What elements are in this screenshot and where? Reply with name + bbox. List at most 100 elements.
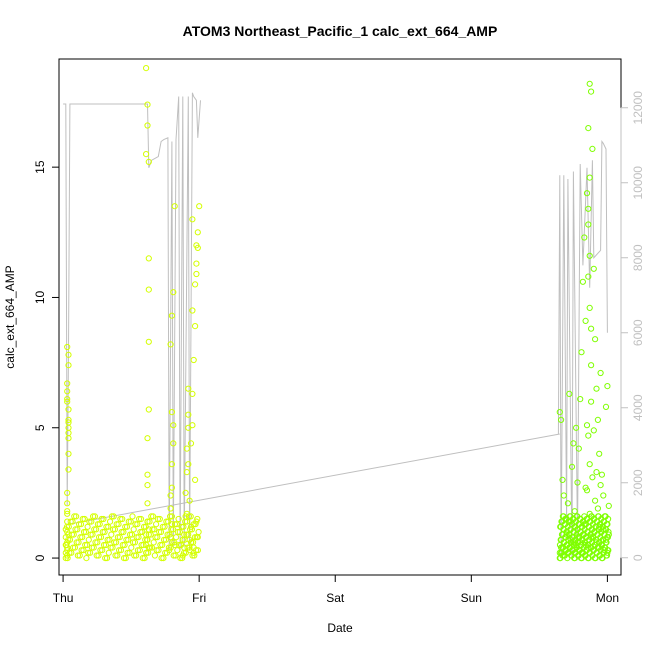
- data-point: [585, 432, 592, 439]
- data-point: [64, 508, 71, 515]
- data-point: [76, 521, 83, 528]
- data-point: [95, 552, 102, 559]
- data-point: [162, 536, 169, 543]
- data-point: [64, 510, 71, 517]
- data-point: [585, 273, 592, 280]
- data-point: [167, 341, 174, 348]
- data-point: [560, 492, 567, 499]
- data-point: [580, 549, 587, 556]
- data-point: [178, 523, 185, 530]
- data-point: [145, 531, 152, 538]
- data-point: [163, 549, 171, 556]
- data-point: [106, 536, 113, 543]
- data-point: [145, 255, 152, 262]
- data-point: [168, 526, 175, 533]
- data-point: [66, 536, 74, 543]
- y2-tick-label: 0: [631, 554, 645, 561]
- data-point: [600, 492, 607, 499]
- data-point: [122, 523, 129, 530]
- data-point: [147, 531, 154, 538]
- plot-frame: [58, 58, 622, 576]
- data-point: [170, 289, 177, 296]
- data-point: [85, 536, 92, 543]
- data-point: [84, 523, 91, 530]
- data-point: [571, 508, 578, 515]
- data-point: [135, 534, 142, 541]
- data-point: [71, 544, 79, 551]
- data-point: [103, 523, 110, 530]
- data-point: [68, 531, 76, 538]
- y2-tick-label: 10000: [631, 166, 645, 200]
- data-point: [180, 549, 188, 556]
- data-point: [159, 523, 166, 530]
- secondary-line-3: [557, 140, 608, 558]
- data-point: [193, 260, 200, 267]
- data-point: [90, 544, 97, 551]
- data-point: [118, 528, 125, 536]
- data-point: [69, 518, 76, 525]
- data-point: [177, 541, 185, 549]
- data-point: [157, 541, 164, 549]
- data-point: [62, 555, 69, 562]
- data-point: [100, 515, 107, 523]
- data-point: [145, 406, 152, 413]
- data-point: [101, 528, 108, 536]
- data-point: [111, 539, 118, 546]
- data-point: [64, 380, 71, 387]
- data-point: [65, 362, 72, 369]
- data-point: [578, 349, 585, 356]
- data-point: [65, 419, 72, 426]
- data-point: [144, 482, 151, 489]
- x-axis-label: Date: [327, 621, 353, 635]
- data-point: [191, 552, 198, 559]
- data-point: [604, 534, 612, 541]
- data-point: [109, 544, 116, 551]
- data-point: [138, 541, 145, 549]
- data-point: [155, 547, 162, 554]
- data-point: [585, 205, 592, 212]
- data-point: [160, 555, 167, 562]
- data-point: [145, 286, 152, 293]
- data-point: [120, 555, 128, 562]
- data-point: [592, 336, 599, 343]
- data-point: [110, 526, 117, 533]
- data-point: [183, 445, 190, 452]
- y-tick-label: 0: [33, 554, 47, 561]
- data-point: [73, 539, 80, 546]
- data-point: [72, 526, 79, 533]
- data-point: [63, 541, 70, 549]
- data-point: [568, 463, 576, 470]
- data-point: [141, 555, 148, 562]
- data-point: [137, 528, 144, 536]
- data-point: [580, 531, 588, 538]
- data-point: [146, 518, 153, 525]
- data-point: [161, 523, 168, 530]
- data-point: [140, 523, 148, 530]
- y2-tick-label: 4000: [631, 394, 645, 421]
- data-point: [167, 492, 174, 499]
- data-point: [196, 203, 203, 210]
- data-point: [81, 515, 88, 523]
- data-point: [162, 549, 169, 556]
- data-point: [88, 518, 95, 525]
- data-point: [64, 500, 71, 507]
- data-point: [86, 518, 93, 525]
- data-point: [183, 469, 190, 476]
- data-point: [145, 338, 152, 345]
- data-point: [173, 521, 180, 528]
- data-point: [570, 515, 577, 523]
- data-point: [586, 304, 593, 311]
- data-point: [592, 497, 599, 504]
- data-point: [113, 521, 120, 528]
- data-point: [582, 317, 589, 324]
- data-point: [188, 539, 195, 546]
- data-point: [143, 65, 150, 72]
- data-point: [80, 528, 88, 536]
- data-point: [73, 513, 80, 520]
- data-point: [588, 398, 595, 405]
- data-point: [116, 547, 123, 554]
- data-point: [169, 539, 176, 546]
- data-point: [182, 549, 189, 556]
- data-point: [74, 552, 82, 559]
- data-point: [144, 500, 151, 507]
